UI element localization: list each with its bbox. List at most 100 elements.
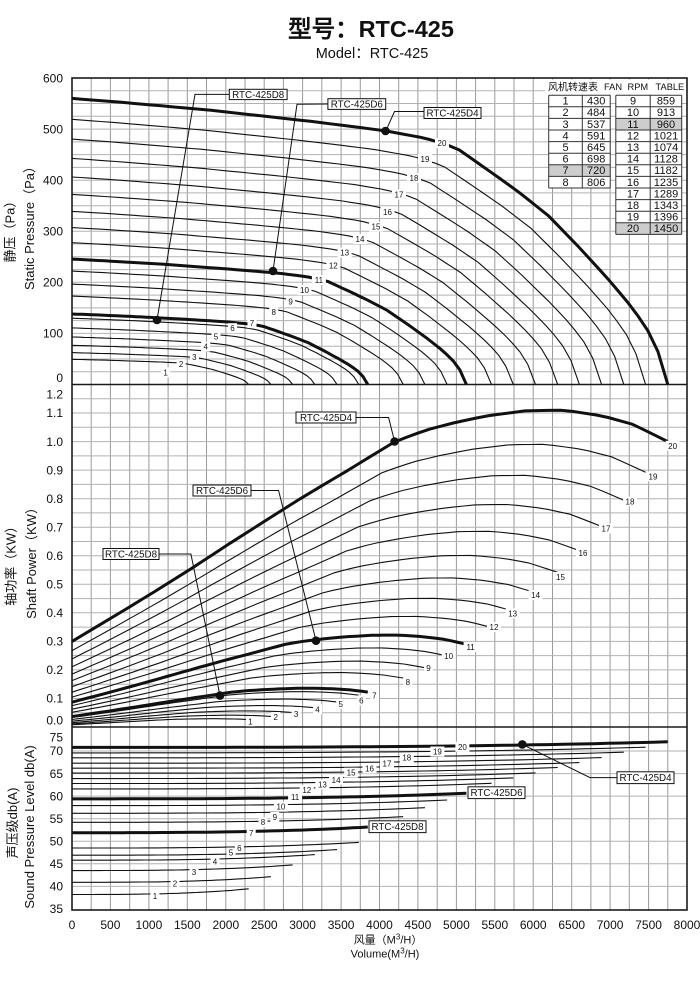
svg-text:500: 500 <box>43 123 63 137</box>
svg-text:声压级db(A): 声压级db(A) <box>5 788 20 859</box>
svg-text:14: 14 <box>627 154 639 166</box>
svg-text:15: 15 <box>347 769 356 778</box>
svg-text:3: 3 <box>192 868 197 877</box>
svg-text:7: 7 <box>562 165 568 177</box>
svg-text:10: 10 <box>627 107 639 119</box>
svg-text:16: 16 <box>579 549 588 558</box>
svg-text:35: 35 <box>50 902 64 916</box>
svg-text:5: 5 <box>229 849 234 858</box>
svg-text:1128: 1128 <box>654 154 678 166</box>
svg-text:400: 400 <box>43 174 63 188</box>
svg-text:3: 3 <box>562 119 568 131</box>
svg-text:RTC-425D6: RTC-425D6 <box>196 486 249 497</box>
svg-text:0: 0 <box>56 371 63 385</box>
svg-text:859: 859 <box>657 96 675 108</box>
svg-text:19: 19 <box>421 155 430 164</box>
svg-text:3500: 3500 <box>328 918 355 932</box>
svg-text:5: 5 <box>338 700 343 709</box>
svg-text:537: 537 <box>587 119 605 131</box>
svg-text:Shaft Power（KW）: Shaft Power（KW） <box>24 501 39 619</box>
svg-text:13: 13 <box>627 142 639 154</box>
svg-text:1: 1 <box>248 717 253 726</box>
svg-text:5: 5 <box>562 142 568 154</box>
svg-text:5000: 5000 <box>443 918 470 932</box>
svg-text:0.6: 0.6 <box>46 549 63 563</box>
svg-text:Volume(M3/H): Volume(M3/H) <box>351 947 420 961</box>
svg-text:1000: 1000 <box>136 918 163 932</box>
svg-text:8: 8 <box>271 308 276 317</box>
svg-text:2000: 2000 <box>212 918 239 932</box>
svg-text:RTC-425D4: RTC-425D4 <box>426 108 479 119</box>
svg-text:Sound Pressure Level db(A): Sound Pressure Level db(A) <box>22 745 37 908</box>
svg-text:4: 4 <box>562 130 568 142</box>
svg-text:600: 600 <box>43 71 63 85</box>
svg-text:RTC-425D8: RTC-425D8 <box>105 549 158 560</box>
svg-text:0.9: 0.9 <box>46 463 63 477</box>
svg-text:RPM: RPM <box>628 82 649 92</box>
svg-text:16: 16 <box>383 208 392 217</box>
svg-text:16: 16 <box>627 177 639 189</box>
svg-text:100: 100 <box>43 327 63 341</box>
svg-text:4500: 4500 <box>405 918 432 932</box>
svg-text:0.2: 0.2 <box>46 663 63 677</box>
svg-text:20: 20 <box>458 743 467 752</box>
svg-text:1.2: 1.2 <box>46 388 63 402</box>
svg-text:风量（M3/H）: 风量（M3/H） <box>354 933 423 947</box>
svg-text:6: 6 <box>359 696 364 705</box>
svg-text:2: 2 <box>173 880 178 889</box>
svg-text:0.3: 0.3 <box>46 635 63 649</box>
svg-text:1396: 1396 <box>654 212 678 224</box>
svg-text:9: 9 <box>426 664 431 673</box>
svg-text:17: 17 <box>395 191 404 200</box>
svg-text:960: 960 <box>657 119 675 131</box>
svg-text:75: 75 <box>50 730 64 744</box>
svg-text:16: 16 <box>365 765 374 774</box>
svg-text:8: 8 <box>562 177 568 189</box>
svg-text:12: 12 <box>490 623 499 632</box>
svg-text:1.1: 1.1 <box>46 406 63 420</box>
svg-text:19: 19 <box>433 748 442 757</box>
svg-text:18: 18 <box>402 754 411 763</box>
svg-text:9: 9 <box>288 298 293 307</box>
svg-text:14: 14 <box>531 591 540 600</box>
svg-text:6: 6 <box>230 324 235 333</box>
svg-text:4000: 4000 <box>366 918 393 932</box>
svg-text:1500: 1500 <box>174 918 201 932</box>
svg-text:RTC-425D4: RTC-425D4 <box>300 413 353 424</box>
svg-text:20: 20 <box>438 139 447 148</box>
svg-text:15: 15 <box>556 573 565 582</box>
svg-text:轴功率（KW）: 轴功率（KW） <box>3 520 18 606</box>
svg-text:1: 1 <box>562 96 568 108</box>
svg-text:1: 1 <box>163 368 168 377</box>
svg-text:645: 645 <box>587 142 605 154</box>
svg-text:40: 40 <box>50 880 64 894</box>
svg-text:Model：RTC-425: Model：RTC-425 <box>316 46 429 62</box>
svg-text:18: 18 <box>410 174 419 183</box>
svg-text:8: 8 <box>406 678 411 687</box>
svg-text:10: 10 <box>444 652 453 661</box>
svg-text:10: 10 <box>300 286 309 295</box>
svg-text:6: 6 <box>562 154 568 166</box>
svg-text:4: 4 <box>203 343 208 352</box>
svg-text:11: 11 <box>466 643 475 652</box>
svg-text:45: 45 <box>50 857 64 871</box>
svg-text:14: 14 <box>332 776 341 785</box>
svg-text:4: 4 <box>213 858 218 867</box>
svg-text:0.0: 0.0 <box>46 714 63 728</box>
svg-text:6500: 6500 <box>558 918 585 932</box>
svg-text:17: 17 <box>627 188 639 200</box>
svg-text:500: 500 <box>100 918 120 932</box>
svg-text:RTC-425D8: RTC-425D8 <box>232 90 285 101</box>
svg-text:20: 20 <box>668 442 677 451</box>
svg-text:591: 591 <box>587 130 605 142</box>
svg-text:4: 4 <box>315 705 320 714</box>
svg-text:3: 3 <box>294 710 299 719</box>
svg-text:Static Pressure（Pa）: Static Pressure（Pa） <box>22 160 37 290</box>
svg-text:10: 10 <box>276 803 285 812</box>
svg-text:8: 8 <box>261 818 266 827</box>
svg-text:3: 3 <box>192 353 197 362</box>
svg-text:720: 720 <box>587 165 605 177</box>
svg-text:5500: 5500 <box>481 918 508 932</box>
svg-text:RTC-425D4: RTC-425D4 <box>619 773 672 784</box>
svg-text:13: 13 <box>508 609 517 618</box>
